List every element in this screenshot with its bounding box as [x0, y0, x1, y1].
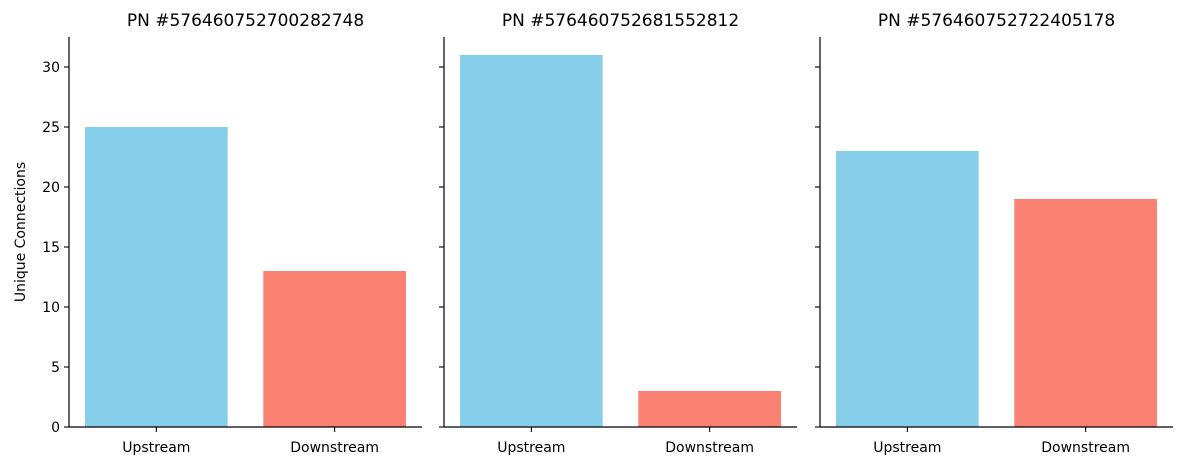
- x-tick-label: Upstream: [873, 440, 941, 456]
- panel-2: Upstream Downstream PN #576460752681552812: [439, 11, 797, 456]
- panel-1: 0 5 10 15 20 25 30 Upstream Downstream PN #576460…: [42, 11, 422, 456]
- y-tick-label: 25: [42, 120, 60, 136]
- chart-panels: 0 5 10 15 20 25 30 Upstream Downstream PN #576460…: [42, 11, 1173, 456]
- y-tick-label: 15: [42, 240, 60, 256]
- x-tick-label: Upstream: [122, 440, 190, 456]
- bar-upstream: [460, 55, 603, 427]
- y-axis-label: Unique Connections: [13, 162, 29, 302]
- panel-title: PN #576460752681552812: [502, 11, 739, 31]
- x-tick-label: Downstream: [1041, 440, 1130, 456]
- bar-upstream: [836, 151, 979, 427]
- y-tick-label: 20: [42, 180, 60, 196]
- panel-3: Upstream Downstream PN #576460752722405178: [815, 11, 1173, 456]
- bar-downstream: [263, 271, 406, 427]
- bar-downstream: [638, 391, 781, 427]
- bar-upstream: [85, 127, 228, 427]
- x-tick-label: Downstream: [665, 440, 754, 456]
- y-tick-label: 30: [42, 60, 60, 76]
- x-tick-label: Downstream: [290, 440, 379, 456]
- x-tick-label: Upstream: [497, 440, 565, 456]
- y-tick-label: 5: [51, 360, 60, 376]
- bar-downstream: [1014, 199, 1157, 427]
- panel-title: PN #576460752700282748: [127, 11, 364, 31]
- y-tick-label: 10: [42, 300, 60, 316]
- panel-title: PN #576460752722405178: [878, 11, 1115, 31]
- y-tick-label: 0: [51, 420, 60, 436]
